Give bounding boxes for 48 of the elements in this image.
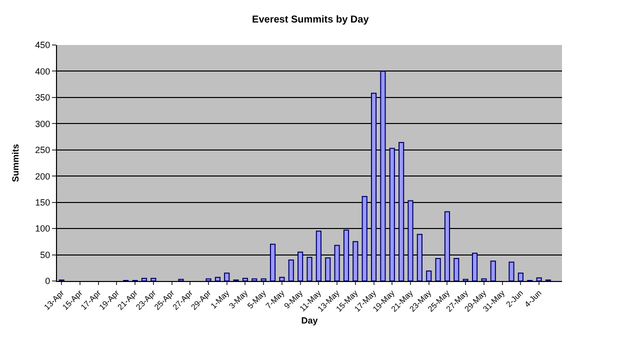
x-axis-title: Day xyxy=(301,316,318,326)
y-tick-label: 250 xyxy=(35,145,50,156)
y-tick-label: 50 xyxy=(40,250,50,260)
bar xyxy=(352,241,358,281)
chart-title: Everest Summits by Day xyxy=(252,14,370,26)
bar xyxy=(508,262,514,281)
bar xyxy=(481,278,487,281)
y-tick-label: 300 xyxy=(35,118,50,129)
bar xyxy=(214,276,220,281)
y-tick-label: 0 xyxy=(45,276,50,286)
bar xyxy=(242,278,248,281)
bar xyxy=(306,256,312,281)
bar xyxy=(288,260,294,281)
bar xyxy=(408,200,414,281)
y-tick-label: 350 xyxy=(35,92,50,103)
bar xyxy=(490,260,496,281)
y-tick-label: 450 xyxy=(35,40,50,50)
bar xyxy=(316,230,322,281)
bar xyxy=(444,211,450,281)
bar xyxy=(426,270,432,281)
y-axis-title: Summits xyxy=(10,144,21,182)
bar xyxy=(334,244,340,281)
bar xyxy=(298,252,304,281)
bar xyxy=(206,278,212,281)
bar xyxy=(325,257,331,281)
y-tick-label: 200 xyxy=(35,171,50,182)
bar xyxy=(454,258,460,281)
bar xyxy=(435,258,441,281)
bar xyxy=(260,278,266,281)
bar xyxy=(270,244,276,281)
bar xyxy=(279,276,285,281)
bar xyxy=(398,142,404,281)
bar xyxy=(150,278,156,281)
bar xyxy=(141,278,148,281)
y-tick-label: 150 xyxy=(35,197,50,208)
bar xyxy=(362,196,368,281)
bar xyxy=(252,278,258,281)
bar xyxy=(370,92,377,281)
bar xyxy=(343,230,350,281)
bar xyxy=(224,272,230,281)
bar xyxy=(389,148,395,281)
y-tick-label: 400 xyxy=(35,66,50,76)
bar xyxy=(518,272,524,281)
bar xyxy=(536,277,542,281)
bar xyxy=(380,70,386,281)
bar xyxy=(472,252,478,281)
bar xyxy=(416,234,422,281)
y-tick-label: 100 xyxy=(35,224,50,234)
